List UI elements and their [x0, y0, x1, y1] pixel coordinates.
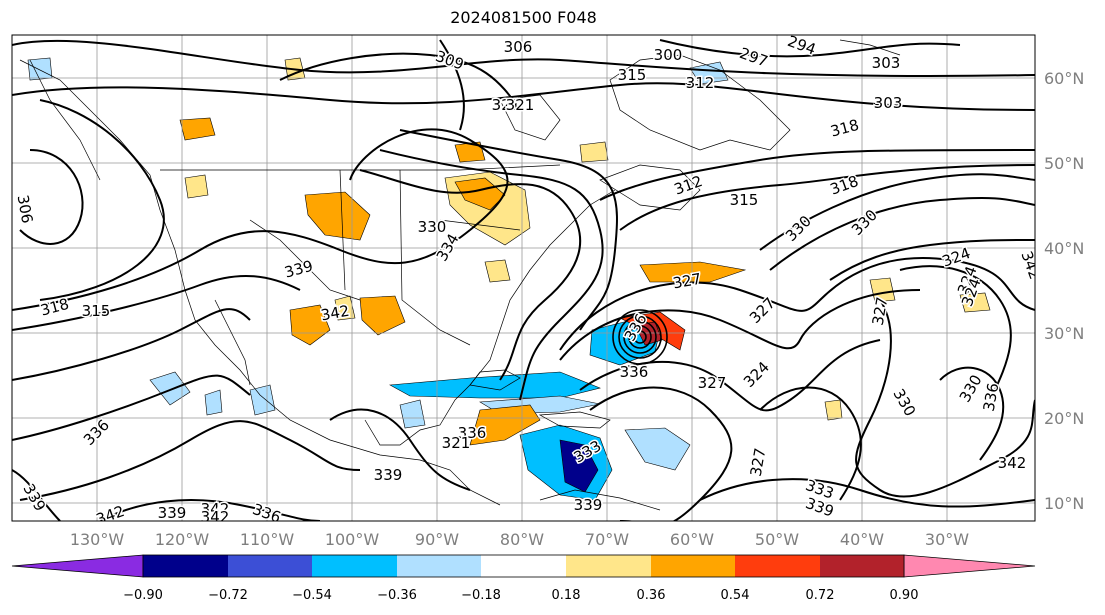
lat-tick: 30°N [1044, 324, 1084, 343]
lon-tick: 100°W [325, 530, 380, 549]
colorbar-extend-max [903, 554, 1036, 578]
shade-blue [204, 389, 223, 416]
colorbar-segment [566, 555, 651, 577]
colorbar-label: 0.54 [721, 588, 750, 603]
colorbar-label: −0.54 [292, 588, 332, 603]
lat-tick: 50°N [1044, 154, 1084, 173]
shaded-field [27, 57, 991, 501]
lat-ticks: 60°N 50°N 40°N 30°N 20°N 10°N [1044, 69, 1084, 513]
contour-label: 321 [442, 434, 471, 452]
lon-tick: 40°W [840, 530, 884, 549]
colorbar-segment [143, 555, 228, 577]
contour-label: 315 [618, 66, 647, 84]
shade-blue [624, 427, 691, 471]
lat-tick: 60°N [1044, 69, 1084, 88]
colorbar-segment [481, 555, 566, 577]
lon-tick: 110°W [240, 530, 295, 549]
lon-tick: 120°W [155, 530, 210, 549]
colorbar-label: 0.90 [890, 588, 919, 603]
contour-label: 303 [872, 54, 901, 72]
lon-tick: 30°W [925, 530, 969, 549]
lat-tick: 40°N [1044, 239, 1084, 258]
colorbar-segment [312, 555, 397, 577]
contour-label: 330 [418, 218, 447, 236]
lon-ticks: 130°W 120°W 110°W 100°W 90°W 80°W 70°W 6… [70, 530, 969, 549]
map-frame [11, 34, 1036, 522]
lat-tick: 10°N [1044, 494, 1084, 513]
shade-orange [579, 141, 609, 163]
colorbar-label: −0.18 [461, 588, 501, 603]
shade-blue [249, 384, 276, 416]
figure-title: 2024081500 F048 [450, 8, 597, 27]
colorbar-frame [142, 554, 905, 578]
shade-blue [27, 57, 53, 81]
contour-label: 300 [654, 46, 683, 64]
coastlines [19, 39, 901, 511]
shade-orange [959, 292, 991, 313]
colorbar-label: 0.72 [806, 588, 835, 603]
lon-tick: 90°W [415, 530, 459, 549]
shade-blue [399, 399, 426, 429]
colorbar-label: −0.36 [377, 588, 417, 603]
shade-orange [184, 174, 209, 199]
colorbar-label: −0.90 [123, 588, 163, 603]
contour-label: 306 [504, 38, 533, 56]
lon-tick: 60°W [670, 530, 714, 549]
lat-tick: 20°N [1044, 409, 1084, 428]
contour-label: 336 [620, 363, 649, 381]
contour-label: 342 [201, 500, 230, 518]
shade-blue [689, 61, 729, 85]
colorbar-extend-min [11, 554, 144, 578]
colorbar-segment [820, 555, 904, 577]
colorbar-label: −0.72 [208, 588, 248, 603]
lon-tick: 70°W [585, 530, 629, 549]
lon-tick: 130°W [70, 530, 125, 549]
colorbar-label: 0.18 [552, 588, 581, 603]
contour-label: 342 [998, 454, 1027, 472]
colorbar: −0.90 −0.72 −0.54 −0.36 −0.18 0.18 0.36 … [11, 554, 1036, 603]
shade-orange [639, 261, 747, 283]
colorbar-segment [228, 555, 312, 577]
shade-blue [559, 439, 599, 493]
shade-orange [289, 304, 331, 346]
shade-orange [824, 399, 843, 421]
contour-label: 339 [158, 504, 187, 522]
gridlines [12, 35, 1035, 521]
contour-label: 321 [506, 96, 535, 114]
contour-label: 327 [698, 374, 727, 392]
contour-label: 321 [492, 96, 521, 114]
contour-label: 315 [82, 302, 111, 320]
contour-label: 342 [201, 508, 230, 526]
colorbar-segment [397, 555, 481, 577]
colorbar-label: 0.36 [637, 588, 666, 603]
shade-blue [149, 371, 191, 406]
shade-orange [304, 191, 371, 241]
colorbar-segment [735, 555, 820, 577]
contour-label: 339 [574, 496, 603, 514]
cyclone-contours [612, 309, 668, 365]
contour-label: 339 [374, 466, 403, 484]
contour-label: 312 [686, 74, 715, 92]
shade-blue [388, 371, 601, 399]
contour-lines [12, 39, 1035, 521]
shade-orange [359, 295, 406, 336]
lon-tick: 80°W [500, 530, 544, 549]
contour-label: 336 [458, 424, 487, 442]
shade-orange [179, 117, 216, 141]
contour-label: 303 [874, 94, 903, 112]
shade-orange [334, 295, 356, 321]
shade-orange [454, 141, 486, 163]
lon-tick: 50°W [755, 530, 799, 549]
shade-orange [484, 259, 511, 283]
contour-label: 315 [730, 191, 759, 209]
colorbar-segment [651, 555, 735, 577]
